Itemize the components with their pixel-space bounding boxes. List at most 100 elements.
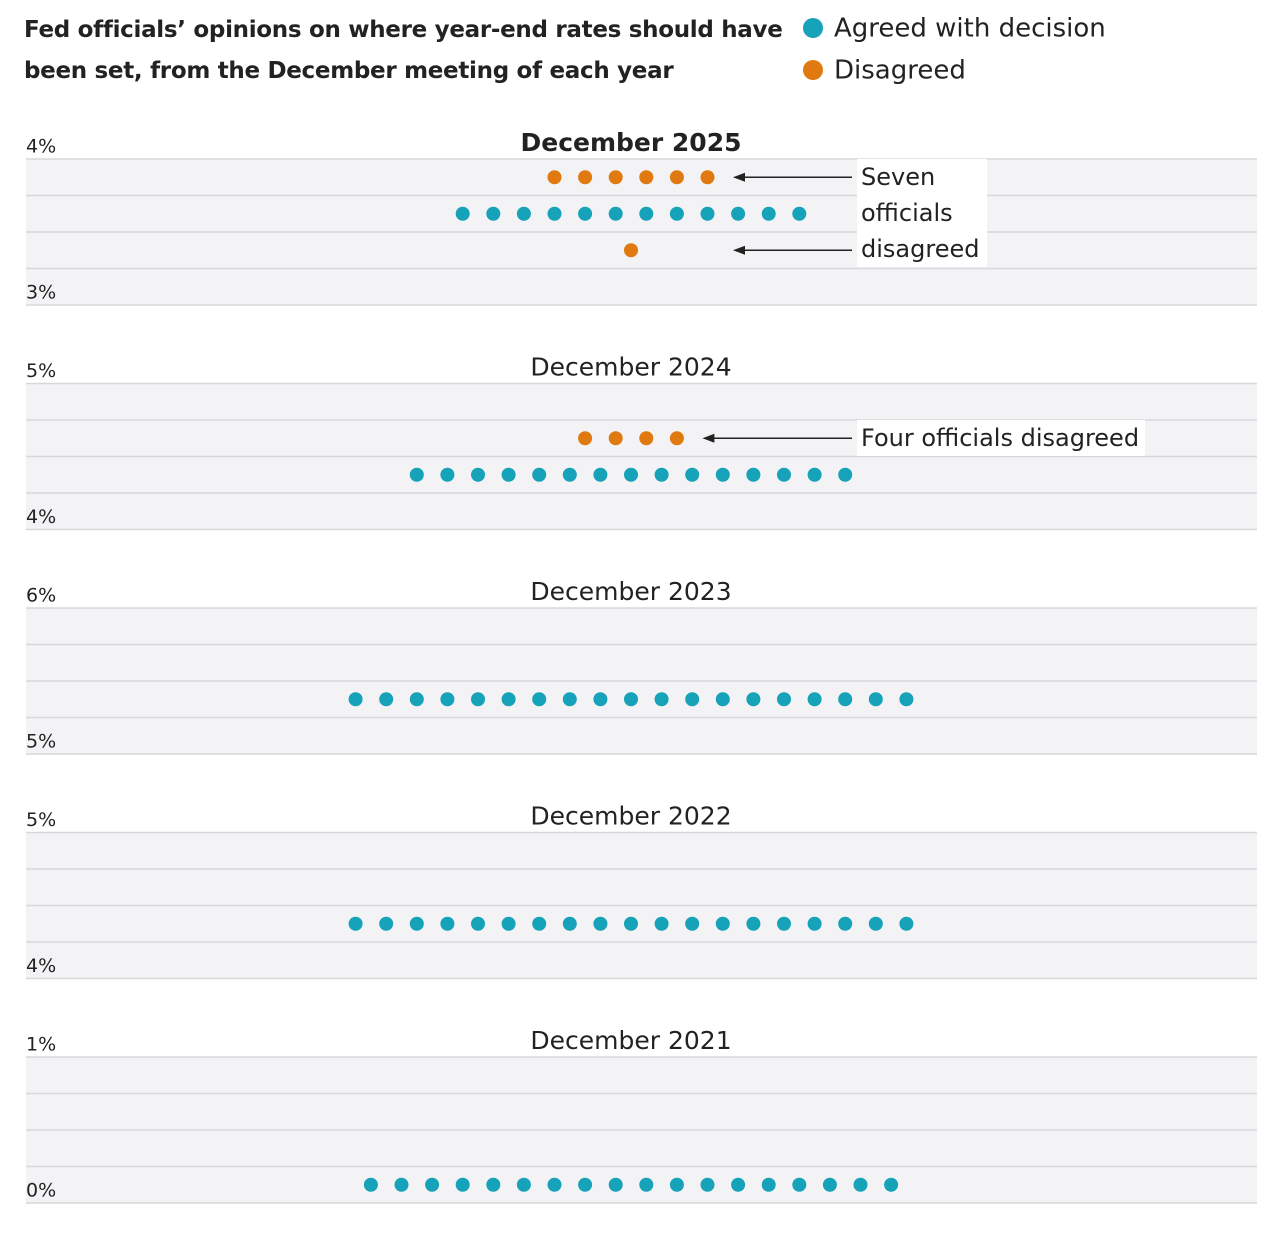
dot — [838, 692, 853, 707]
dot — [807, 467, 822, 482]
y-tick-label: 1% — [26, 1034, 56, 1056]
dot — [578, 1177, 593, 1192]
dot — [838, 467, 853, 482]
dot — [669, 1177, 684, 1192]
dot — [608, 170, 623, 185]
y-tick-label: 5% — [26, 809, 56, 831]
dot — [838, 916, 853, 931]
dot — [746, 467, 761, 482]
dot — [471, 916, 485, 931]
dot — [593, 467, 608, 482]
dot — [363, 1177, 378, 1192]
dot — [608, 206, 623, 221]
legend-swatch — [803, 60, 823, 80]
dot — [409, 692, 424, 707]
y-tick-label: 0% — [26, 1180, 56, 1202]
dot — [746, 916, 761, 931]
dot — [501, 467, 516, 482]
dot — [562, 467, 577, 482]
y-tick-label: 4% — [26, 506, 56, 528]
dot — [761, 1177, 776, 1192]
dot — [471, 467, 485, 482]
dot — [792, 1177, 807, 1192]
dot — [700, 206, 715, 221]
dot — [440, 692, 455, 707]
dot — [731, 1177, 746, 1192]
dot — [394, 1177, 409, 1192]
panel-title: December 2021 — [530, 1026, 731, 1055]
legend-swatch — [803, 18, 823, 38]
panel-title: December 2023 — [530, 577, 731, 606]
dot — [669, 206, 684, 221]
dot — [761, 206, 776, 221]
dot — [654, 916, 669, 931]
y-tick-label: 5% — [26, 360, 56, 382]
dot — [348, 692, 363, 707]
dot — [868, 692, 883, 707]
dot — [624, 916, 638, 931]
annotation: Seven officials disagreed — [857, 159, 987, 268]
dot — [455, 1177, 470, 1192]
dot — [639, 1177, 654, 1192]
dot — [807, 692, 822, 707]
dot — [562, 916, 577, 931]
dot — [578, 170, 593, 185]
dot — [562, 692, 577, 707]
dot — [700, 170, 715, 185]
dot — [639, 431, 654, 446]
dot — [578, 431, 593, 446]
dot — [899, 692, 914, 707]
dot — [440, 467, 455, 482]
dot — [669, 431, 684, 446]
dot — [792, 206, 807, 221]
dot — [624, 692, 638, 707]
dot — [547, 170, 562, 185]
dot — [409, 916, 424, 931]
dot — [593, 916, 608, 931]
dot — [471, 692, 485, 707]
dot — [547, 1177, 562, 1192]
dot — [608, 431, 623, 446]
dot — [440, 916, 455, 931]
dot — [348, 916, 363, 931]
dot — [731, 206, 746, 221]
dot — [593, 692, 608, 707]
panel-title: December 2024 — [530, 353, 731, 382]
dot — [532, 692, 547, 707]
dot — [715, 916, 730, 931]
dot — [578, 206, 593, 221]
dot — [715, 692, 730, 707]
panel-title: December 2022 — [530, 802, 731, 831]
dot — [654, 467, 669, 482]
dot — [425, 1177, 440, 1192]
dot — [822, 1177, 837, 1192]
dot — [746, 692, 761, 707]
panel-title: December 2025 — [521, 128, 742, 157]
dot — [501, 916, 516, 931]
dot — [624, 467, 638, 482]
dot — [899, 916, 914, 931]
dot — [409, 467, 424, 482]
y-tick-label: 5% — [26, 731, 56, 753]
y-tick-label: 4% — [26, 955, 56, 977]
dot — [669, 170, 684, 185]
dot — [379, 692, 394, 707]
dot — [501, 692, 516, 707]
dot — [516, 1177, 531, 1192]
dot — [547, 206, 562, 221]
dot — [639, 206, 654, 221]
dot — [455, 206, 470, 221]
dot — [486, 1177, 501, 1192]
dot — [884, 1177, 899, 1192]
dot — [777, 692, 791, 707]
dot — [608, 1177, 623, 1192]
annotation: Four officials disagreed — [857, 420, 1146, 457]
dot — [624, 243, 638, 258]
legend-label: Disagreed — [834, 56, 966, 86]
dot — [486, 206, 501, 221]
dot — [715, 467, 730, 482]
y-tick-label: 6% — [26, 585, 56, 607]
dot — [685, 467, 700, 482]
